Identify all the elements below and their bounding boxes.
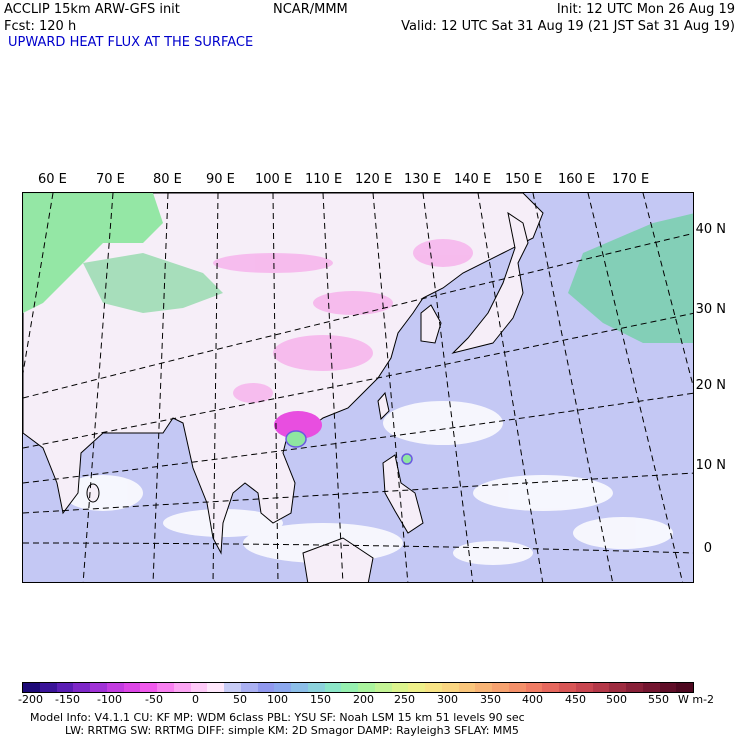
green-pacific [568, 213, 693, 343]
lon-label: 80 E [153, 172, 182, 187]
lat-label: 10 N [695, 458, 726, 473]
colorbar-swatch [56, 683, 74, 692]
korea-land [420, 304, 442, 344]
lat-label: 40 N [695, 222, 726, 237]
cb-tick: -150 [55, 693, 80, 706]
lon-label: 150 E [505, 172, 543, 187]
colorbar-swatch [291, 683, 308, 692]
cb-tick: 350 [480, 693, 501, 706]
green-central-asia [23, 193, 163, 313]
magenta-core [274, 411, 322, 439]
model-info-line2: LW: RRTMG SW: RRTMG DIFF: simple KM: 2D … [65, 724, 519, 737]
cb-tick: -200 [18, 693, 43, 706]
colorbar-swatch [659, 683, 677, 692]
colorbar [22, 682, 694, 693]
colorbar-swatch [475, 683, 492, 692]
lon-label: 170 E [612, 172, 650, 187]
colorbar-swatch [575, 683, 593, 692]
colorbar-swatch [525, 683, 543, 692]
colorbar-swatch [642, 683, 660, 692]
colorbar-swatch [190, 683, 208, 692]
colorbar-swatch [207, 683, 224, 692]
typhoon-spot [401, 453, 413, 465]
colorbar-ticks: -200 -150 -100 -50 0 50 100 150 200 250 … [0, 693, 740, 707]
high-flux-spot [285, 430, 307, 448]
taiwan-land [377, 391, 390, 421]
colorbar-swatch [391, 683, 409, 692]
cb-tick: 0 [192, 693, 199, 706]
model-info-line1: Model Info: V4.1.1 CU: KF MP: WDM 6class… [30, 711, 525, 724]
lat-label: 20 N [695, 378, 726, 393]
lon-label: 70 E [96, 172, 125, 187]
colorbar-swatch [408, 683, 425, 692]
cb-tick: 100 [267, 693, 288, 706]
colorbar-swatch [508, 683, 526, 692]
colorbar-swatch [492, 683, 509, 692]
lat-label: 0 [703, 541, 712, 556]
flux-map [22, 192, 694, 583]
colorbar-swatch [240, 683, 258, 692]
cb-tick: 550 [648, 693, 669, 706]
cb-tick: -50 [145, 693, 163, 706]
colorbar-swatch [90, 683, 107, 692]
lon-label: 90 E [206, 172, 235, 187]
colorbar-swatch [39, 683, 57, 692]
colorbar-swatch [23, 683, 40, 692]
cb-tick: 250 [394, 693, 415, 706]
valid-time: Valid: 12 UTC Sat 31 Aug 19 (21 JST Sat … [401, 19, 735, 34]
borneo-land [302, 537, 374, 582]
cb-units: W m-2 [678, 693, 715, 706]
green-tibet [83, 253, 223, 313]
map-graphic [23, 193, 693, 582]
colorbar-swatch [676, 683, 693, 692]
colorbar-swatch [341, 683, 358, 692]
colorbar-swatch [106, 683, 124, 692]
china-pink [213, 239, 473, 403]
graticule [23, 193, 693, 582]
cb-tick: 300 [437, 693, 458, 706]
cb-tick: 500 [606, 693, 627, 706]
colorbar-swatch [73, 683, 90, 692]
lat-label: 30 N [695, 302, 726, 317]
lon-label: 130 E [404, 172, 442, 187]
colorbar-swatch [609, 683, 626, 692]
colorbar-swatch [173, 683, 191, 692]
lon-label: 100 E [255, 172, 293, 187]
lon-label: 120 E [355, 172, 393, 187]
lon-label: 140 E [454, 172, 492, 187]
colorbar-swatch [358, 683, 375, 692]
cb-tick: 400 [522, 693, 543, 706]
forecast-hour: Fcst: 120 h [4, 19, 77, 34]
colorbar-swatch [123, 683, 141, 692]
colorbar-swatch [224, 683, 241, 692]
cb-tick: 150 [310, 693, 331, 706]
init-time: Init: 12 UTC Mon 26 Aug 19 [556, 2, 735, 17]
colorbar-swatch [592, 683, 610, 692]
colorbar-swatch [157, 683, 174, 692]
colorbar-swatch [458, 683, 476, 692]
colorbar-swatch [324, 683, 342, 692]
colorbar-swatch [441, 683, 459, 692]
colorbar-swatch [425, 683, 442, 692]
lon-label: 160 E [558, 172, 596, 187]
colorbar-swatch [626, 683, 643, 692]
colorbar-swatch [257, 683, 275, 692]
cb-tick: 200 [353, 693, 374, 706]
colorbar-swatch [140, 683, 157, 692]
colorbar-swatch [374, 683, 392, 692]
lon-label: 110 E [305, 172, 343, 187]
srilanka-land [86, 483, 100, 503]
cb-tick: -100 [97, 693, 122, 706]
colorbar-swatch [307, 683, 325, 692]
japan-land [451, 211, 529, 354]
colorbar-swatch [274, 683, 291, 692]
center-label: NCAR/MMM [273, 2, 348, 17]
field-title: UPWARD HEAT FLUX AT THE SURFACE [8, 35, 254, 50]
lon-label: 60 E [38, 172, 67, 187]
colorbar-swatch [559, 683, 576, 692]
colorbar-swatch [542, 683, 559, 692]
model-title: ACCLIP 15km ARW-GFS init [4, 2, 180, 17]
cb-tick: 450 [565, 693, 586, 706]
cb-tick: 50 [233, 693, 247, 706]
